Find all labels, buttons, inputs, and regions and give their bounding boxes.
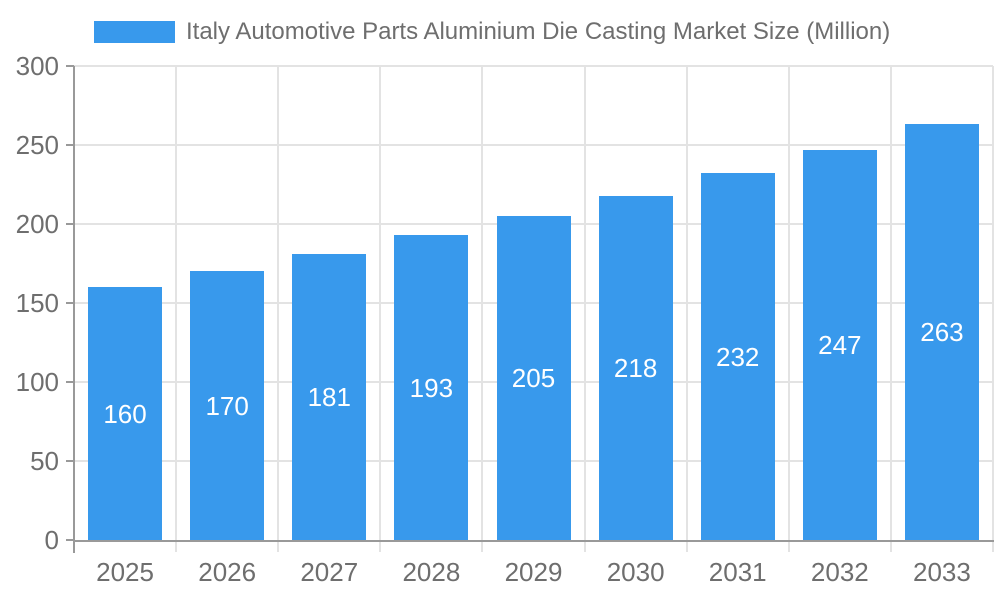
x-axis-line bbox=[73, 540, 994, 542]
bar-2027[interactable] bbox=[292, 254, 367, 540]
y-tick-label: 200 bbox=[15, 209, 59, 239]
x-tick-label-2029: 2029 bbox=[504, 557, 563, 587]
bar-value-label-2033: 263 bbox=[920, 317, 964, 348]
gridline-vertical bbox=[685, 66, 688, 552]
bar-2029[interactable] bbox=[496, 216, 571, 540]
y-axis-tick bbox=[66, 65, 74, 67]
legend-label: Italy Automotive Parts Aluminium Die Cas… bbox=[186, 18, 891, 45]
x-tick-label-2028: 2028 bbox=[402, 557, 461, 587]
bar-2028[interactable] bbox=[394, 235, 469, 540]
bar-2033[interactable] bbox=[904, 124, 979, 540]
bar-value-label-2026: 170 bbox=[205, 390, 249, 421]
gridline-vertical bbox=[175, 66, 178, 552]
y-tick-label: 100 bbox=[15, 367, 59, 397]
bar-2031[interactable] bbox=[700, 173, 775, 540]
x-tick-label-2033: 2033 bbox=[913, 557, 971, 587]
y-tick-label: 250 bbox=[15, 130, 59, 160]
x-tick-label-2027: 2027 bbox=[300, 557, 359, 587]
x-tick-label-2026: 2026 bbox=[198, 557, 257, 587]
y-axis-tick bbox=[66, 302, 74, 304]
y-tick-label: 300 bbox=[15, 51, 59, 81]
gridline-horizontal bbox=[74, 65, 993, 67]
bar-2025[interactable] bbox=[88, 287, 163, 540]
bar-value-label-2031: 232 bbox=[716, 341, 760, 372]
gridline-vertical bbox=[277, 66, 280, 552]
y-tick-label: 0 bbox=[44, 525, 59, 555]
y-axis-tick bbox=[66, 144, 74, 146]
bar-value-label-2030: 218 bbox=[613, 352, 658, 383]
x-tick-label-2032: 2032 bbox=[810, 557, 869, 587]
y-tick-label: 50 bbox=[30, 446, 59, 476]
gridline-vertical bbox=[889, 66, 892, 552]
bar-value-label-2029: 205 bbox=[511, 363, 556, 394]
gridline-vertical bbox=[787, 66, 790, 552]
bar-2030[interactable] bbox=[598, 195, 673, 540]
gridline-vertical bbox=[583, 66, 586, 552]
x-tick-label-2030: 2030 bbox=[606, 557, 665, 587]
y-axis-tick bbox=[66, 460, 74, 462]
gridline-vertical bbox=[992, 66, 994, 552]
bar-2032[interactable] bbox=[802, 149, 877, 540]
bar-2026[interactable] bbox=[190, 271, 265, 540]
y-axis-line bbox=[73, 66, 75, 553]
bar-value-label-2027: 181 bbox=[307, 382, 351, 412]
legend-swatch bbox=[94, 21, 175, 43]
y-axis-tick bbox=[66, 381, 74, 383]
y-axis-tick bbox=[66, 539, 74, 541]
gridline-vertical bbox=[379, 66, 382, 552]
bar-value-label-2028: 193 bbox=[409, 372, 454, 403]
y-axis-tick bbox=[66, 223, 74, 225]
gridline-horizontal bbox=[74, 144, 993, 146]
bar-value-label-2025: 160 bbox=[103, 398, 147, 429]
x-tick-label-2031: 2031 bbox=[708, 557, 767, 587]
gridline-vertical bbox=[481, 66, 484, 552]
chart-legend[interactable]: Italy Automotive Parts Aluminium Die Cas… bbox=[94, 10, 890, 54]
y-tick-label: 150 bbox=[15, 288, 59, 318]
x-tick-label-2025: 2025 bbox=[96, 557, 154, 587]
bar-value-label-2032: 247 bbox=[818, 329, 862, 360]
